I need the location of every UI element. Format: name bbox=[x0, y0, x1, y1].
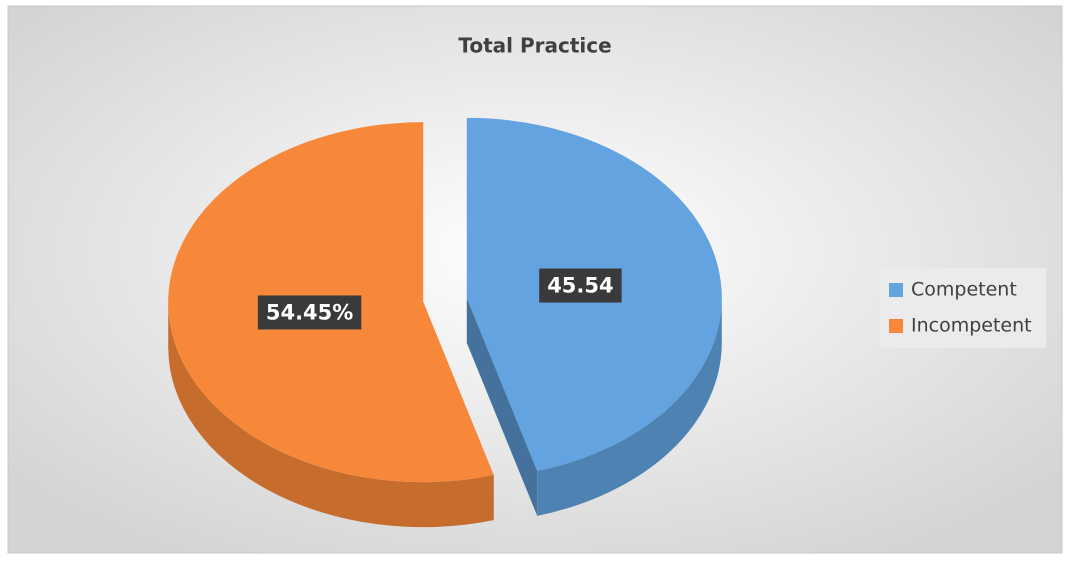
data-label-box bbox=[257, 295, 362, 330]
legend-swatch bbox=[889, 283, 903, 297]
legend-swatch bbox=[889, 319, 903, 333]
legend-label: Incompetent bbox=[911, 315, 1032, 337]
legend-box bbox=[880, 268, 1046, 348]
data-label: 54.45% bbox=[266, 300, 353, 324]
chart-title: Total Practice bbox=[458, 34, 611, 58]
slice-side-wall bbox=[537, 297, 722, 516]
legend-label: Competent bbox=[911, 279, 1017, 301]
slice-cut-wall bbox=[466, 297, 538, 516]
data-label-box bbox=[539, 268, 622, 303]
slice-side-wall bbox=[168, 302, 494, 528]
data-label: 45.54 bbox=[547, 274, 613, 298]
